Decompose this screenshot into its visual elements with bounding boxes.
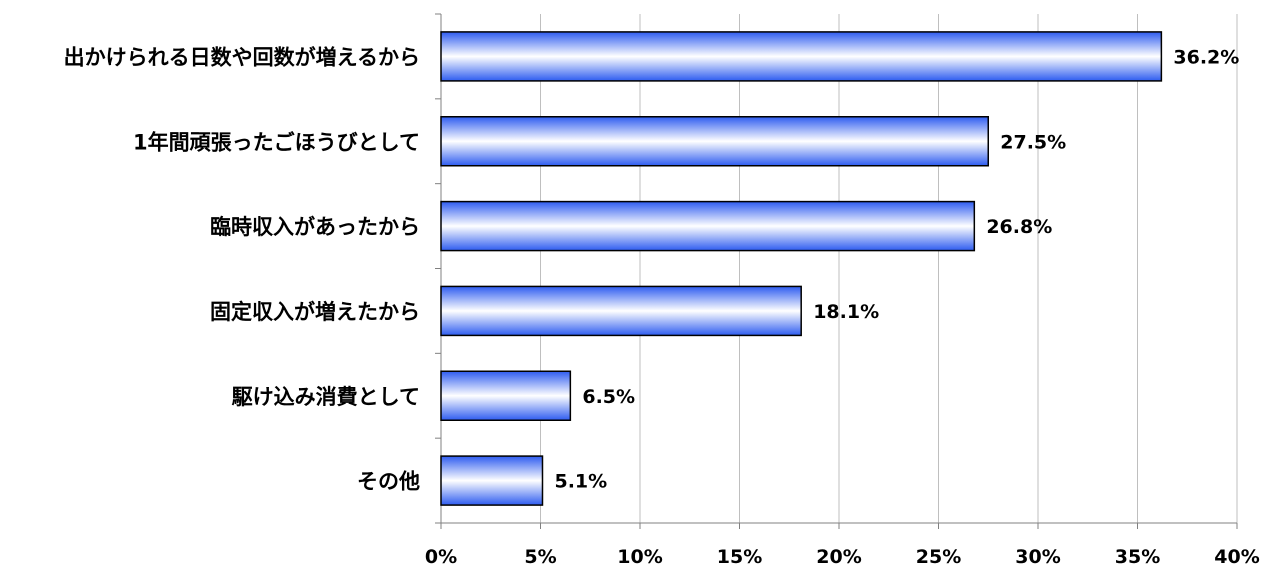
bar-1 (440, 116, 989, 167)
value-label: 27.5% (1000, 131, 1066, 153)
x-tick-label: 10% (617, 546, 662, 568)
value-label: 18.1% (813, 301, 879, 323)
bar-3 (440, 285, 802, 337)
category-label: 1年間頑張ったごほうびとして (133, 130, 420, 154)
x-tick-label: 25% (916, 546, 961, 568)
category-label: 固定収入が増えたから (210, 300, 420, 324)
grid-lines (540, 14, 1238, 523)
bars (440, 31, 1163, 506)
category-label: 臨時収入があったから (210, 215, 420, 239)
labels: 0% 5% 10% 15% 20% 25% 30% 35% 40% 出かけられる日数や回数が増える… (64, 45, 1260, 568)
category-label: その他 (357, 470, 420, 494)
x-tick-label: 5% (524, 546, 556, 568)
x-tick-label: 15% (717, 546, 762, 568)
x-tick-label: 0% (425, 546, 457, 568)
value-label: 5.1% (554, 471, 607, 493)
x-tick-label: 20% (816, 546, 861, 568)
value-label: 26.8% (986, 216, 1052, 238)
category-label: 駆け込み消費として (232, 385, 420, 409)
x-tick-label: 40% (1214, 546, 1259, 568)
bar-5 (440, 455, 544, 506)
x-tick-label: 30% (1015, 546, 1060, 568)
category-label: 出かけられる日数や回数が増えるから (64, 45, 420, 69)
value-label: 36.2% (1173, 46, 1239, 68)
x-tick-label: 35% (1115, 546, 1160, 568)
value-label: 6.5% (582, 386, 635, 408)
bar-2 (440, 200, 976, 252)
axes (435, 13, 1238, 529)
bar-4 (440, 370, 572, 421)
bar-0 (440, 31, 1163, 82)
